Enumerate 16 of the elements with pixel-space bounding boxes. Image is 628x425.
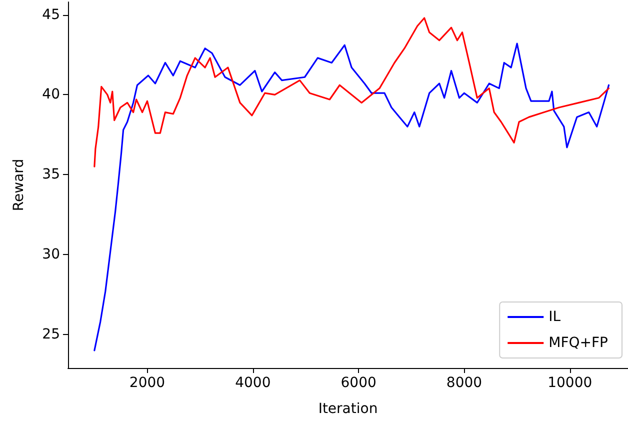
y-tick-label: 45: [42, 6, 60, 23]
x-tick-label: 4000: [235, 375, 271, 391]
y-axis-title: Reward: [11, 158, 27, 212]
line-series: [94, 42, 610, 352]
y-tick-label: 30: [42, 246, 60, 263]
x-tick-label: 2000: [129, 375, 166, 391]
x-tick-label: 10000: [548, 375, 592, 391]
x-tick-label: 6000: [340, 375, 376, 391]
legend-label: MFQ+FP: [548, 335, 608, 351]
legend-label: IL: [548, 309, 561, 325]
line-series: [94, 17, 610, 168]
y-tick-label: 25: [42, 326, 60, 342]
y-tick-label: 35: [42, 166, 60, 183]
x-tick-label: 8000: [446, 375, 482, 391]
x-axis-title: Iteration: [318, 401, 378, 417]
y-tick-label: 40: [42, 86, 60, 103]
